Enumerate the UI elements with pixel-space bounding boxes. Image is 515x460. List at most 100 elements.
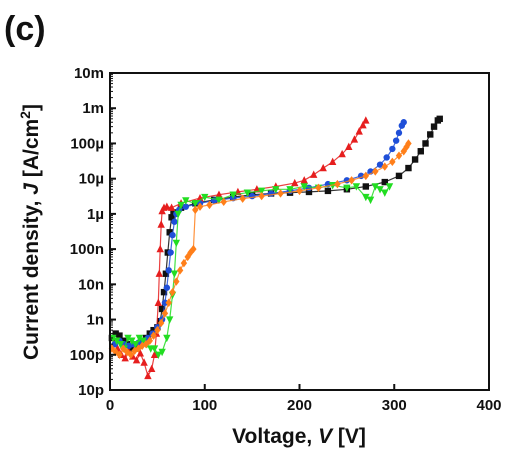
- data-point: [196, 202, 204, 211]
- data-point: [296, 186, 303, 196]
- data-point: [215, 190, 223, 198]
- data-point: [257, 187, 266, 196]
- data-point: [300, 183, 308, 191]
- x-tick-label: 300: [382, 397, 407, 414]
- data-point: [120, 337, 127, 344]
- y-tick-label: 100n: [70, 241, 104, 258]
- data-point: [243, 189, 252, 197]
- data-point: [166, 229, 173, 236]
- y-tick-label: 10µ: [79, 171, 104, 188]
- data-point: [154, 298, 163, 306]
- y-tick-label: 1µ: [87, 206, 104, 223]
- data-point: [162, 270, 170, 277]
- data-point: [376, 186, 384, 194]
- data-point: [139, 337, 147, 345]
- data-point: [343, 184, 351, 193]
- data-point: [417, 148, 424, 155]
- data-point: [362, 116, 370, 124]
- data-point: [112, 337, 121, 345]
- data-series: [108, 139, 412, 359]
- data-point: [182, 197, 190, 205]
- data-point: [169, 287, 176, 297]
- data-point: [156, 244, 164, 253]
- data-point: [345, 142, 353, 151]
- plot-series: [108, 115, 443, 380]
- y-tick-label: 1m: [82, 100, 104, 117]
- x-axis-ticks: 0 100 200 300 400: [106, 384, 502, 414]
- data-point: [436, 115, 443, 123]
- data-point: [192, 205, 199, 215]
- data-point: [158, 348, 166, 357]
- data-point: [163, 202, 171, 210]
- data-point: [389, 157, 396, 167]
- data-point: [395, 129, 403, 137]
- data-point: [160, 288, 168, 296]
- data-point: [372, 167, 379, 176]
- data-point: [135, 334, 144, 343]
- data-point: [116, 350, 123, 359]
- data-point: [300, 176, 308, 184]
- data-point: [112, 330, 119, 337]
- data-series: [109, 182, 394, 359]
- data-point: [140, 358, 148, 366]
- data-point: [392, 137, 400, 144]
- data-point: [272, 186, 280, 194]
- data-point: [116, 332, 123, 339]
- data-point: [172, 239, 181, 248]
- data-point: [350, 135, 359, 143]
- y-axis-ticks: 10p 100p 1n 10n 100n 1µ 10µ 100µ 1m 10m: [70, 65, 116, 399]
- data-point: [395, 172, 403, 180]
- data-point: [154, 351, 163, 359]
- data-point: [150, 331, 157, 340]
- panel-label: (c): [4, 10, 46, 48]
- data-point: [150, 345, 159, 353]
- data-point: [359, 120, 367, 129]
- data-point: [253, 185, 261, 193]
- data-point: [165, 316, 174, 324]
- y-tick-label: 1n: [86, 312, 104, 329]
- data-point: [121, 353, 129, 362]
- data-point: [163, 284, 171, 291]
- data-point: [127, 350, 135, 359]
- data-point: [131, 340, 140, 349]
- data-point: [180, 258, 188, 268]
- data-point: [389, 145, 396, 153]
- data-point: [395, 151, 403, 160]
- data-point: [352, 183, 361, 191]
- data-point: [173, 277, 180, 286]
- data-point: [154, 325, 161, 335]
- data-point: [430, 123, 438, 130]
- data-point: [206, 200, 213, 210]
- data-point: [147, 364, 156, 372]
- data-point: [132, 356, 141, 364]
- data-point: [163, 334, 171, 343]
- data-point: [161, 309, 169, 318]
- data-point: [165, 267, 172, 274]
- x-tick-label: 400: [476, 397, 501, 414]
- data-point: [277, 189, 284, 198]
- data-point: [427, 131, 434, 138]
- data-point: [229, 191, 237, 199]
- data-point: [305, 188, 313, 196]
- data-point: [124, 334, 132, 343]
- data-point: [319, 163, 327, 172]
- data-point: [411, 156, 419, 163]
- data-point: [190, 244, 197, 254]
- data-point: [422, 140, 429, 147]
- data-point: [165, 298, 172, 307]
- data-point: [191, 200, 199, 208]
- data-point: [286, 186, 294, 194]
- y-tick-label: 10p: [78, 382, 104, 399]
- data-series: [111, 119, 407, 349]
- data-point: [405, 164, 412, 172]
- data-point: [239, 194, 246, 203]
- data-point: [215, 196, 223, 205]
- x-tick-label: 0: [106, 397, 114, 414]
- y-tick-label: 10n: [78, 276, 104, 293]
- data-point: [171, 218, 178, 225]
- data-point: [362, 183, 370, 190]
- data-point: [201, 193, 209, 202]
- y-tick-label: 100p: [70, 347, 104, 364]
- data-point: [383, 154, 390, 161]
